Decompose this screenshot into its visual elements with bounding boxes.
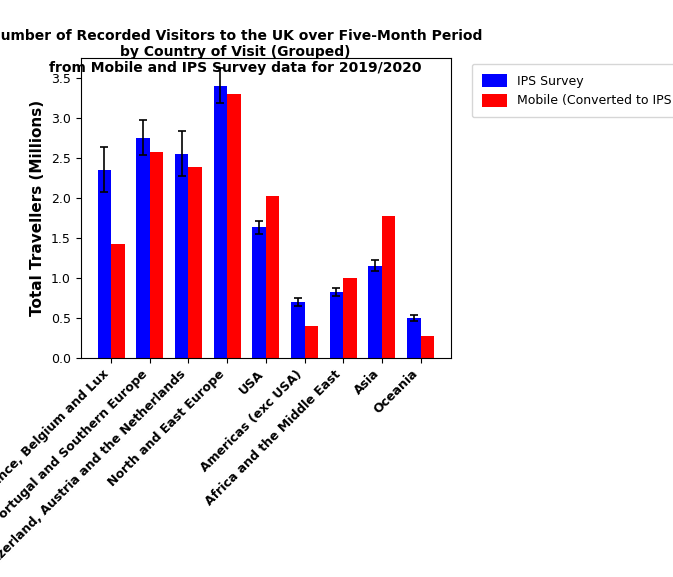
Text: Number of Recorded Visitors to the UK over Five-Month Period
by Country of Visit: Number of Recorded Visitors to the UK ov… — [0, 29, 483, 75]
Bar — [188, 167, 202, 358]
Bar — [343, 278, 357, 358]
Bar — [291, 302, 304, 358]
Bar — [266, 196, 279, 358]
Bar — [98, 170, 111, 358]
Bar — [175, 153, 188, 358]
Bar — [111, 244, 125, 358]
Bar — [421, 336, 434, 358]
Bar — [213, 86, 227, 358]
Bar — [382, 216, 396, 358]
Y-axis label: Total Travellers (Millions): Total Travellers (Millions) — [30, 100, 46, 316]
Bar — [227, 93, 241, 358]
Bar — [304, 326, 318, 358]
Bar — [407, 318, 421, 358]
Bar — [150, 152, 164, 358]
Bar — [330, 292, 343, 358]
Bar — [136, 138, 150, 358]
Legend: IPS Survey, Mobile (Converted to IPS Scale): IPS Survey, Mobile (Converted to IPS Sca… — [472, 64, 673, 118]
Bar — [252, 227, 266, 358]
Bar — [368, 266, 382, 358]
